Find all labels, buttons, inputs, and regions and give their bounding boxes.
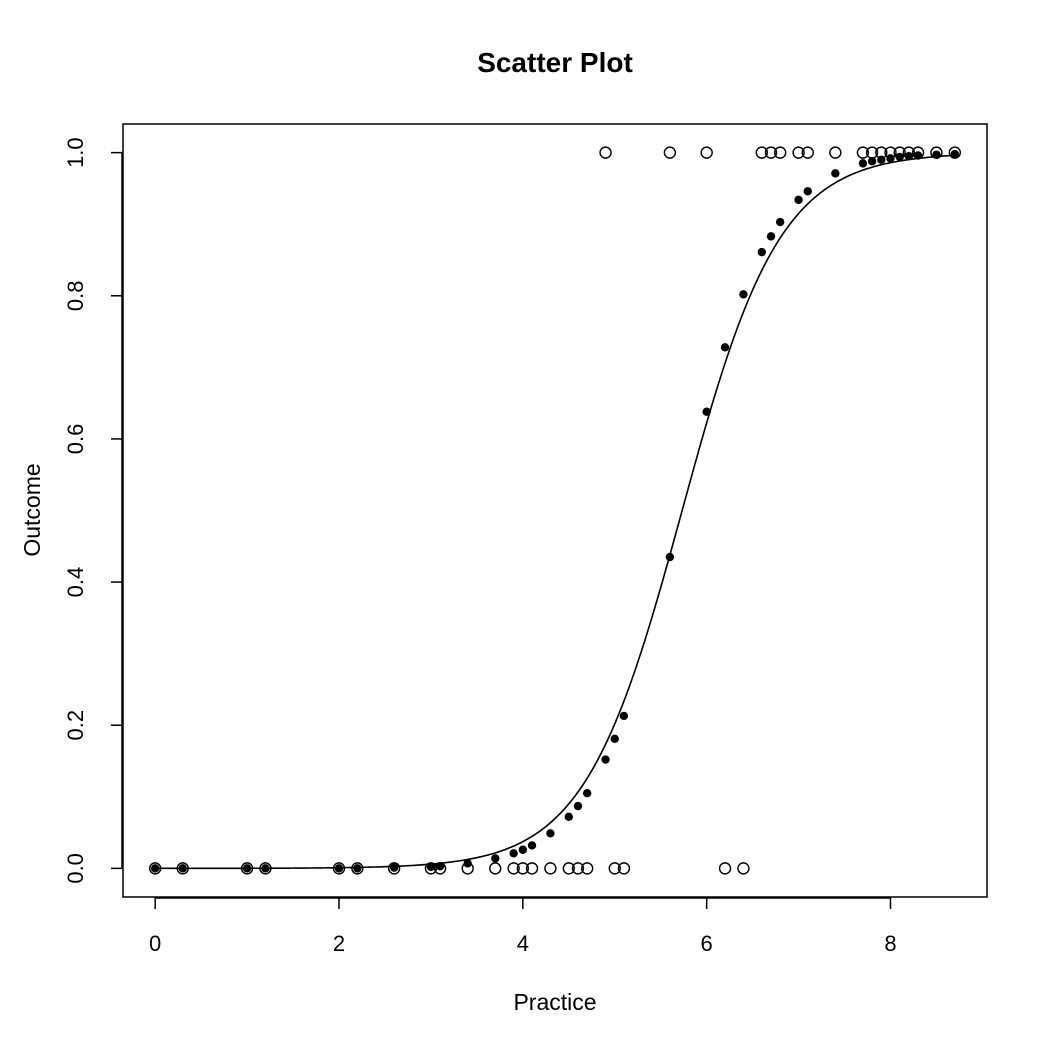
fitted-point: [739, 290, 748, 299]
x-tick-label: 2: [333, 931, 345, 956]
fitted-point: [610, 734, 619, 744]
x-tick-label: 8: [884, 931, 896, 956]
observed-point: [148, 862, 162, 875]
fitted-point: [564, 812, 573, 822]
observed-point: [617, 862, 631, 875]
fitted-point: [435, 862, 445, 871]
observed-point: [663, 146, 677, 159]
y-tick-label: 1.0: [63, 137, 88, 168]
observed-point: [240, 862, 254, 875]
fitted-point: [766, 232, 776, 241]
fitted-point: [803, 187, 812, 196]
observed-point: [773, 146, 787, 159]
fitted-point: [775, 217, 785, 227]
fitted-point: [463, 859, 472, 868]
fitted-point: [582, 789, 592, 798]
x-axis-label: Practice: [513, 989, 596, 1015]
observed-point: [755, 146, 769, 159]
observed-point: [562, 862, 575, 875]
fitted-point: [757, 247, 767, 257]
fitted-curve: [155, 154, 955, 870]
observed-point: [387, 862, 401, 875]
fitted-point: [831, 169, 840, 178]
x-tick-label: 4: [517, 931, 529, 956]
fitted-point: [546, 829, 555, 838]
fitted-point: [867, 157, 877, 166]
observed-point: [259, 862, 272, 875]
fitted-point: [904, 152, 914, 161]
y-axis: 0.0 0.2 0.4 0.6 0.8 1.0: [63, 137, 123, 884]
fitted-point: [150, 864, 160, 873]
fitted-point: [242, 864, 252, 873]
fitted-point: [720, 343, 730, 352]
fitted-point: [601, 755, 610, 764]
observed-point: [792, 146, 805, 159]
fitted-point: [334, 864, 344, 873]
chart-title: Scatter Plot: [477, 47, 633, 78]
observed-point: [801, 146, 814, 159]
fitted-point: [619, 711, 629, 721]
y-tick-label: 0.8: [63, 280, 88, 311]
observed-points: [148, 146, 962, 875]
x-axis: 0 2 4 6 8: [149, 897, 897, 956]
fitted-point: [895, 152, 904, 162]
observed-point: [764, 146, 778, 159]
fitted-point: [509, 849, 518, 858]
observed-point: [516, 862, 530, 875]
observed-point: [737, 862, 750, 875]
y-tick-label: 0.0: [63, 853, 88, 884]
fitted-point: [178, 864, 187, 873]
fitted-point: [353, 864, 362, 873]
fitted-point: [261, 864, 270, 873]
fitted-point: [794, 195, 803, 205]
observed-point: [351, 862, 364, 875]
observed-point: [489, 862, 502, 875]
x-tick-label: 6: [701, 931, 713, 956]
observed-point: [599, 146, 612, 159]
fitted-point: [913, 151, 923, 160]
fitted-point: [573, 801, 583, 811]
observed-point: [856, 146, 870, 159]
observed-point: [525, 862, 539, 875]
y-tick-label: 0.6: [63, 424, 88, 455]
fitted-point: [932, 150, 941, 159]
observed-point: [544, 862, 557, 875]
x-tick-label: 0: [149, 931, 161, 956]
fitted-point: [886, 154, 895, 163]
plot-frame: [122, 123, 988, 898]
observed-point: [571, 862, 585, 875]
observed-point: [580, 862, 594, 875]
fitted-point: [665, 552, 675, 562]
fitted-point: [950, 149, 960, 159]
fitted-points: [150, 149, 960, 873]
fitted-point: [426, 862, 436, 872]
observed-point: [700, 146, 713, 159]
y-tick-label: 0.4: [63, 567, 88, 598]
observed-point: [332, 862, 346, 875]
fitted-point: [389, 863, 399, 872]
observed-point: [718, 862, 732, 875]
fitted-point: [518, 845, 528, 854]
fitted-point: [877, 155, 886, 164]
y-axis-label: Outcome: [19, 463, 45, 556]
y-tick-label: 0.2: [63, 710, 88, 741]
fitted-point: [702, 407, 711, 416]
observed-point: [829, 146, 842, 159]
observed-point: [507, 862, 520, 875]
fitted-point: [527, 841, 537, 850]
fitted-point: [858, 159, 868, 168]
observed-point: [608, 862, 621, 875]
observed-point: [176, 862, 189, 875]
fitted-point: [491, 854, 500, 863]
